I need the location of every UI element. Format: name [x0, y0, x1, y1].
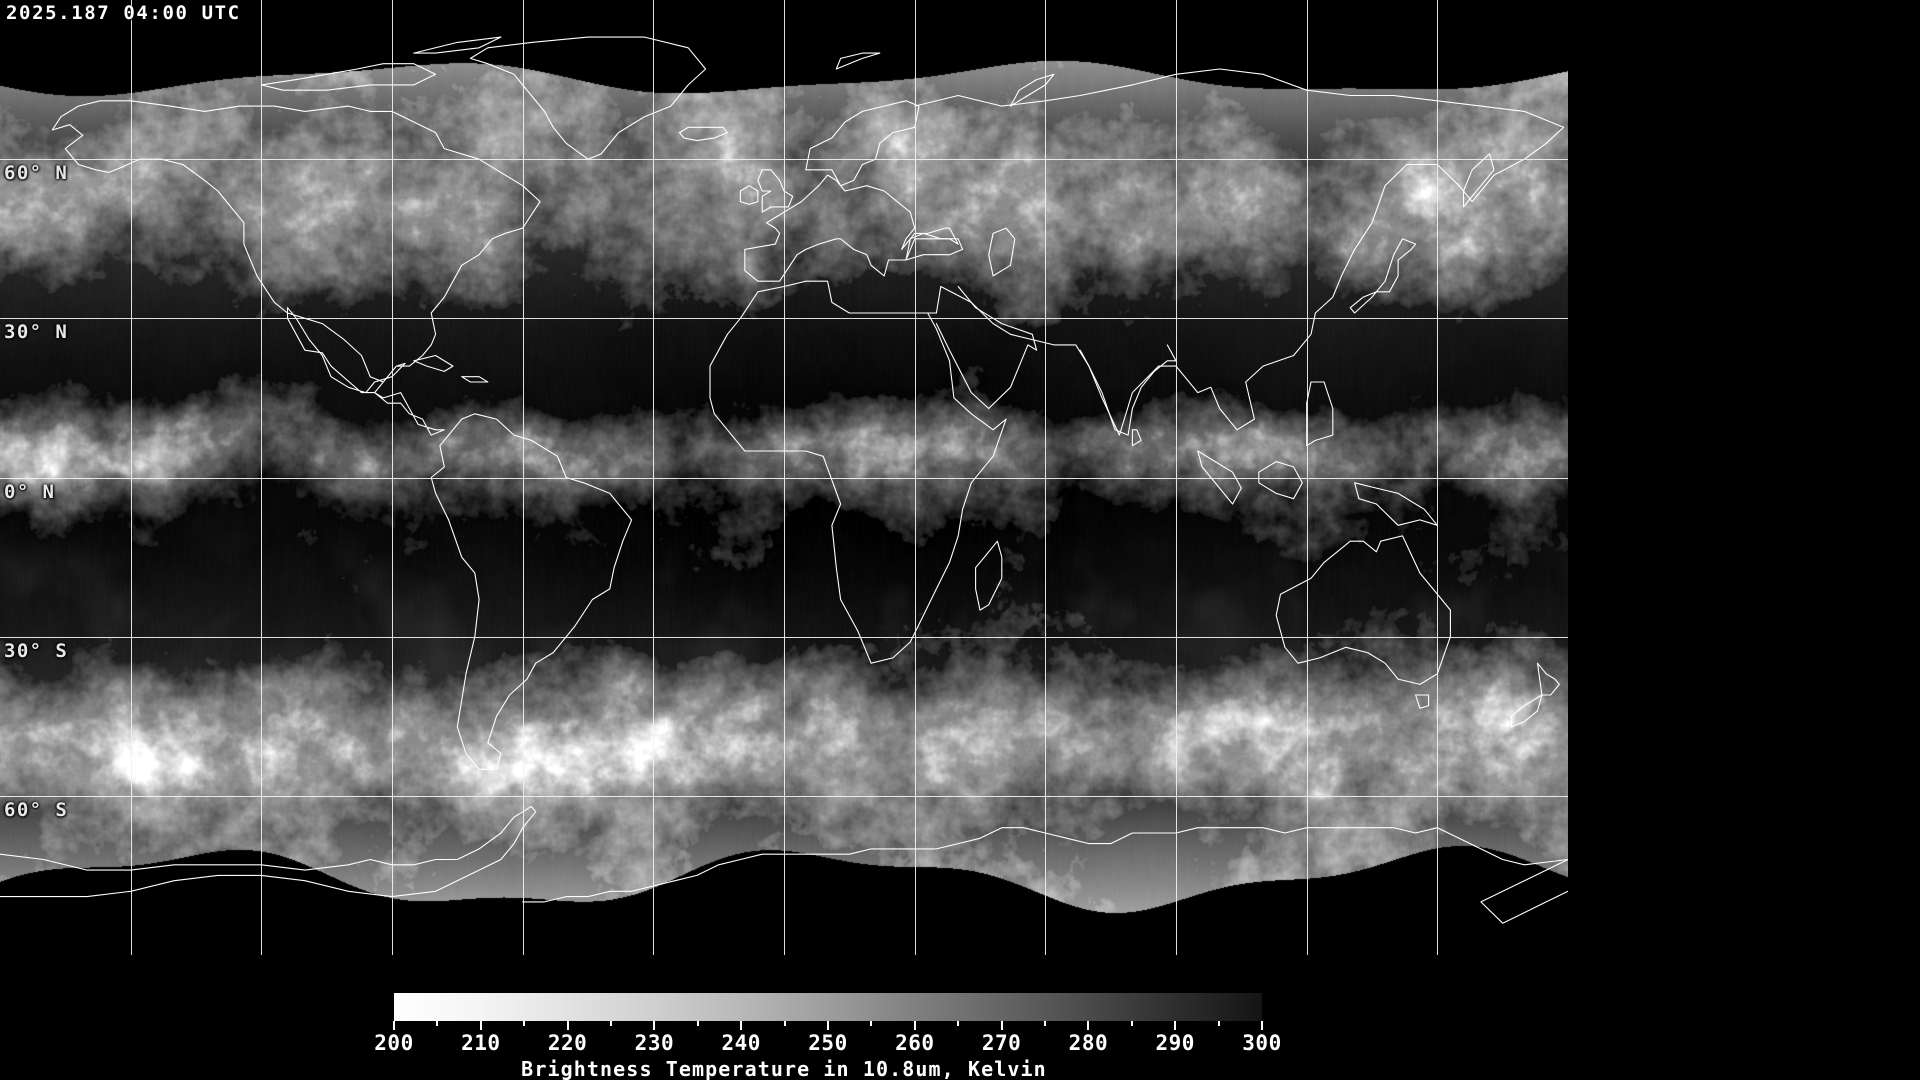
- colorbar-caption: Brightness Temperature in 10.8um, Kelvin: [521, 1057, 1047, 1080]
- colorbar-minor-tick: [870, 1021, 873, 1026]
- coastline-path: [914, 68, 1565, 436]
- lat-label-0n: 0° N: [4, 480, 56, 503]
- colorbar-tick-labels: 200 210 220 230 240 250 260 270 280 290 300: [374, 1031, 1281, 1055]
- coastline-path: [51, 100, 541, 436]
- colorbar-major-tick: [1261, 1021, 1263, 1030]
- coastline-path: [1275, 535, 1451, 685]
- coastline-path: [1462, 153, 1495, 208]
- colorbar-minor-tick: [1130, 1021, 1133, 1026]
- coastline-path: [757, 169, 794, 213]
- coastline-path: [260, 63, 437, 91]
- coastline-path: [744, 174, 959, 282]
- lat-label-30n: 30° N: [4, 321, 69, 344]
- coastline-path: [709, 280, 1007, 664]
- colorbar-tick-label: 200: [374, 1031, 414, 1055]
- colorbar-minor-tick: [1044, 1021, 1046, 1026]
- colorbar-tick-label: 240: [721, 1031, 761, 1055]
- coastline-path: [678, 126, 728, 142]
- colorbar-tick-label: 290: [1155, 1031, 1195, 1055]
- colorbar-gradient: [394, 993, 1262, 1021]
- colorbar-major-tick: [1000, 1021, 1003, 1030]
- colorbar-minor-tick: [1217, 1021, 1220, 1026]
- coastline-path: [461, 376, 489, 383]
- coastline-path: [739, 185, 759, 205]
- lat-label-30s: 30° S: [4, 639, 69, 662]
- colorbar-tick-label: 250: [808, 1031, 848, 1055]
- colorbar-major-tick: [653, 1021, 656, 1030]
- colorbar-tick-label: 230: [634, 1031, 675, 1055]
- colorbar-block: 200 210 220 230 240 250 260 270 280 290 300 Bright…: [0, 955, 1568, 1080]
- coastline-path: [988, 227, 1016, 277]
- right-background-filler: [1568, 0, 1920, 1080]
- coastline-path: [0, 805, 537, 898]
- coastline-path: [835, 52, 881, 70]
- lat-label-60n: 60° N: [4, 162, 69, 185]
- colorbar-tick-label: 280: [1068, 1031, 1109, 1055]
- lat-label-60s: 60° S: [4, 798, 69, 821]
- coastline-path: [1415, 694, 1430, 709]
- colorbar-major-tick: [1087, 1021, 1090, 1030]
- coastline-path: [1079, 344, 1177, 436]
- coastline-path: [935, 285, 1038, 410]
- colorbar-tick-label: 210: [461, 1031, 501, 1055]
- coastline-path: [1354, 482, 1438, 526]
- colorbar-major-tick: [740, 1021, 743, 1030]
- colorbar-ticks: [393, 1021, 1263, 1030]
- coastline-path: [1536, 662, 1560, 696]
- coastline-path: [1510, 694, 1543, 728]
- coastline-path: [975, 540, 1003, 611]
- coastline-path: [430, 413, 633, 770]
- colorbar-minor-tick: [523, 1021, 526, 1026]
- colorbar-major-tick: [913, 1021, 916, 1030]
- colorbar-major-tick: [827, 1021, 829, 1030]
- coastline-path: [1258, 461, 1303, 500]
- colorbar-major-tick: [1174, 1021, 1177, 1030]
- colorbar-minor-tick: [436, 1021, 439, 1026]
- satellite-map-panel[interactable]: 2025.187 04:00 UTC 60° N 30° N 0° N 30° …: [0, 0, 1568, 955]
- map-overlay-vectors: [0, 0, 1568, 955]
- coastline-path: [469, 36, 707, 160]
- coastline-path: [413, 354, 454, 372]
- coastline-path: [805, 100, 920, 187]
- coastline-path: [522, 827, 1568, 903]
- coastline-path: [1131, 429, 1142, 447]
- graticule-grid: [0, 0, 1568, 955]
- coastline-path: [1009, 73, 1055, 107]
- coastline-path: [413, 36, 502, 54]
- colorbar-tick-label: 270: [981, 1031, 1022, 1055]
- colorbar-minor-tick: [783, 1021, 786, 1026]
- colorbar-tick-label: 300: [1242, 1031, 1282, 1055]
- coastlines: [0, 36, 1568, 924]
- timestamp-label: 2025.187 04:00 UTC: [6, 2, 241, 24]
- colorbar-minor-tick: [957, 1021, 960, 1026]
- coastline-path: [1306, 381, 1334, 447]
- colorbar-major-tick: [479, 1021, 482, 1030]
- colorbar-tick-label: 220: [547, 1031, 588, 1055]
- colorbar-major-tick: [566, 1021, 569, 1030]
- colorbar-tick-label: 260: [895, 1031, 935, 1055]
- colorbar-minor-tick: [696, 1021, 699, 1026]
- colorbar-minor-tick: [610, 1021, 612, 1026]
- coastline-path: [1480, 858, 1568, 924]
- coastline-path: [905, 232, 964, 261]
- coastline-path: [1349, 238, 1417, 314]
- colorbar-major-tick: [393, 1021, 395, 1030]
- coastline-path: [1197, 450, 1242, 505]
